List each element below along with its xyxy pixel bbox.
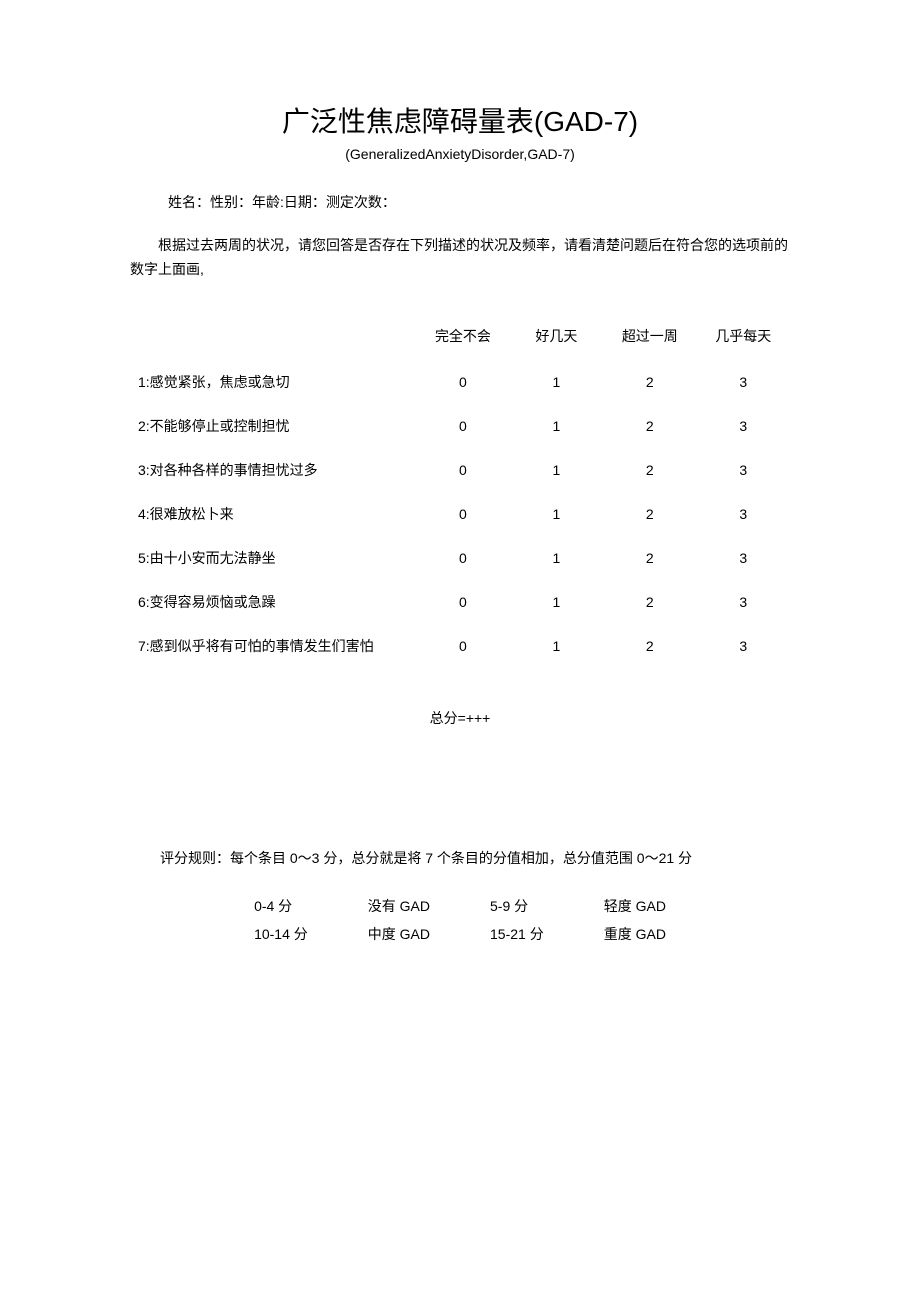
- header-col-0: 完全不会: [416, 312, 509, 360]
- header-col-1: 好几天: [510, 312, 603, 360]
- score-range: 10-14 分: [224, 920, 338, 948]
- answer-value: 0: [416, 624, 509, 668]
- header-blank: [130, 312, 416, 360]
- score-range: 0-4 分: [224, 892, 338, 920]
- table-row: 5:由十小安而尢法静坐 0 1 2 3: [130, 536, 790, 580]
- answer-value: 1: [510, 448, 603, 492]
- table-row: 1:感觉紧张，焦虑或急切 0 1 2 3: [130, 360, 790, 404]
- answer-value: 3: [697, 448, 790, 492]
- answer-value: 2: [603, 492, 696, 536]
- table-header-row: 完全不会 好几天 超过一周 几乎每天: [130, 312, 790, 360]
- answer-value: 1: [510, 360, 603, 404]
- question-text: 4:很难放松卜来: [130, 492, 416, 536]
- document-page: 广泛性焦虑障碍量表(GAD-7) (GeneralizedAnxietyDiso…: [0, 0, 920, 1008]
- answer-value: 3: [697, 404, 790, 448]
- answer-value: 3: [697, 624, 790, 668]
- answer-value: 2: [603, 448, 696, 492]
- question-text: 6:变得容易烦恼或急躁: [130, 580, 416, 624]
- answer-value: 2: [603, 580, 696, 624]
- answer-value: 1: [510, 624, 603, 668]
- answer-value: 1: [510, 404, 603, 448]
- patient-info-line: 姓名：性别：年龄:日期：测定次数：: [168, 192, 790, 212]
- scoring-rule-text: 评分规则：每个条目 0～3 分，总分就是将 7 个条目的分值相加，总分值范围 0…: [160, 848, 790, 868]
- answer-value: 2: [603, 360, 696, 404]
- page-title: 广泛性焦虑障碍量表(GAD-7): [130, 100, 790, 140]
- answer-value: 0: [416, 536, 509, 580]
- answer-value: 2: [603, 404, 696, 448]
- instructions-text: 根据过去两周的状况，请您回答是否存在下列描述的状况及频率，请看清楚问题后在符合您…: [130, 234, 790, 282]
- table-row: 3:对各种各样的事情担忧过多 0 1 2 3: [130, 448, 790, 492]
- answer-value: 3: [697, 536, 790, 580]
- score-range: 5-9 分: [460, 892, 574, 920]
- answer-value: 2: [603, 536, 696, 580]
- score-label: 轻度 GAD: [574, 892, 696, 920]
- score-range-table: 0-4 分 没有 GAD 5-9 分 轻度 GAD 10-14 分 中度 GAD…: [224, 892, 696, 948]
- table-row: 6:变得容易烦恼或急躁 0 1 2 3: [130, 580, 790, 624]
- page-subtitle: (GeneralizedAnxietyDisorder,GAD-7): [130, 146, 790, 162]
- question-text: 2:不能够停止或控制担忧: [130, 404, 416, 448]
- total-score-line: 总分=+++: [130, 708, 790, 728]
- answer-value: 1: [510, 492, 603, 536]
- question-text: 3:对各种各样的事情担忧过多: [130, 448, 416, 492]
- score-label: 中度 GAD: [338, 920, 460, 948]
- score-range-row: 0-4 分 没有 GAD 5-9 分 轻度 GAD: [224, 892, 696, 920]
- answer-value: 3: [697, 360, 790, 404]
- score-range: 15-21 分: [460, 920, 574, 948]
- answer-value: 3: [697, 492, 790, 536]
- score-label: 重度 GAD: [574, 920, 696, 948]
- answer-value: 0: [416, 492, 509, 536]
- answer-value: 1: [510, 580, 603, 624]
- answer-value: 1: [510, 536, 603, 580]
- answer-value: 0: [416, 448, 509, 492]
- score-range-row: 10-14 分 中度 GAD 15-21 分 重度 GAD: [224, 920, 696, 948]
- question-text: 7:感到似乎将有可怕的事情发生们害怕: [130, 624, 416, 668]
- table-row: 2:不能够停止或控制担忧 0 1 2 3: [130, 404, 790, 448]
- answer-value: 2: [603, 624, 696, 668]
- question-text: 5:由十小安而尢法静坐: [130, 536, 416, 580]
- header-col-3: 几乎每天: [697, 312, 790, 360]
- score-label: 没有 GAD: [338, 892, 460, 920]
- answer-value: 3: [697, 580, 790, 624]
- questionnaire-table: 完全不会 好几天 超过一周 几乎每天 1:感觉紧张，焦虑或急切 0 1 2 3 …: [130, 312, 790, 668]
- answer-value: 0: [416, 580, 509, 624]
- answer-value: 0: [416, 360, 509, 404]
- table-row: 4:很难放松卜来 0 1 2 3: [130, 492, 790, 536]
- answer-value: 0: [416, 404, 509, 448]
- table-row: 7:感到似乎将有可怕的事情发生们害怕 0 1 2 3: [130, 624, 790, 668]
- header-col-2: 超过一周: [603, 312, 696, 360]
- questionnaire-body: 1:感觉紧张，焦虑或急切 0 1 2 3 2:不能够停止或控制担忧 0 1 2 …: [130, 360, 790, 668]
- question-text: 1:感觉紧张，焦虑或急切: [130, 360, 416, 404]
